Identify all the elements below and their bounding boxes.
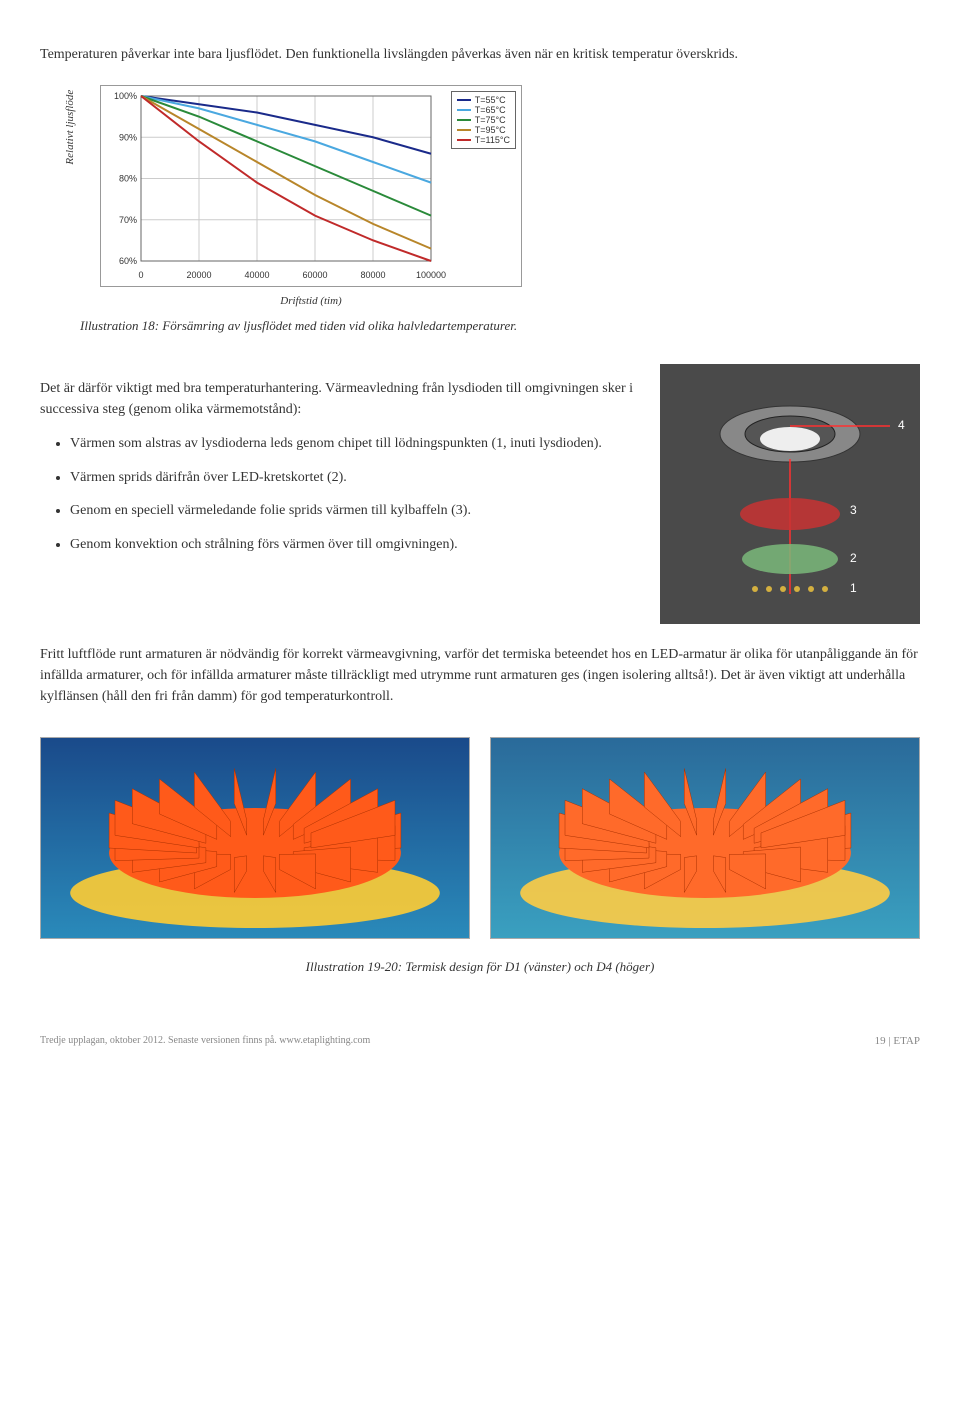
section-lead: Det är därför viktigt med bra temperatur… (40, 378, 640, 420)
exploded-view-image: 4 3 2 1 (660, 364, 920, 624)
x-axis-label: Driftstid (tim) (100, 295, 522, 307)
bullet-item: Genom en speciell värmeledande folie spr… (70, 501, 640, 521)
svg-text:80000: 80000 (360, 270, 385, 280)
svg-text:4: 4 (898, 418, 905, 432)
svg-text:80%: 80% (119, 174, 137, 184)
bullet-item: Värmen som alstras av lysdioderna leds g… (70, 434, 640, 454)
svg-text:90%: 90% (119, 132, 137, 142)
bullet-item: Genom konvektion och strålning förs värm… (70, 535, 640, 555)
bullet-list: Värmen som alstras av lysdioderna leds g… (40, 434, 640, 554)
bullet-item: Värmen sprids därifrån över LED-kretskor… (70, 468, 640, 488)
svg-text:2: 2 (850, 551, 857, 565)
svg-text:60%: 60% (119, 256, 137, 266)
svg-text:3: 3 (850, 503, 857, 517)
footer-page: 19 | ETAP (875, 1035, 920, 1047)
thermal-image-right (490, 737, 920, 939)
svg-text:100000: 100000 (416, 270, 446, 280)
intro-paragraph: Temperaturen påverkar inte bara ljusflöd… (40, 44, 920, 65)
svg-text:1: 1 (850, 581, 857, 595)
thermal-caption: Illustration 19-20: Termisk design för D… (40, 959, 920, 975)
chart-caption: Illustration 18: Försämring av ljusflöde… (80, 318, 920, 334)
page-footer: Tredje upplagan, oktober 2012. Senaste v… (40, 1035, 920, 1047)
svg-text:60000: 60000 (302, 270, 327, 280)
airflow-paragraph: Fritt luftflöde runt armaturen är nödvän… (40, 644, 920, 707)
svg-text:20000: 20000 (186, 270, 211, 280)
svg-text:0: 0 (138, 270, 143, 280)
y-axis-label: Relativt ljusflöde (64, 90, 76, 165)
thermal-image-left (40, 737, 470, 939)
svg-text:70%: 70% (119, 215, 137, 225)
footer-left: Tredje upplagan, oktober 2012. Senaste v… (40, 1035, 370, 1047)
decay-chart-block: Relativt ljusflöde 020000400006000080000… (100, 85, 920, 308)
svg-text:40000: 40000 (244, 270, 269, 280)
chart-legend: T=55°CT=65°CT=75°CT=95°CT=115°C (451, 91, 516, 149)
svg-text:100%: 100% (114, 91, 137, 101)
